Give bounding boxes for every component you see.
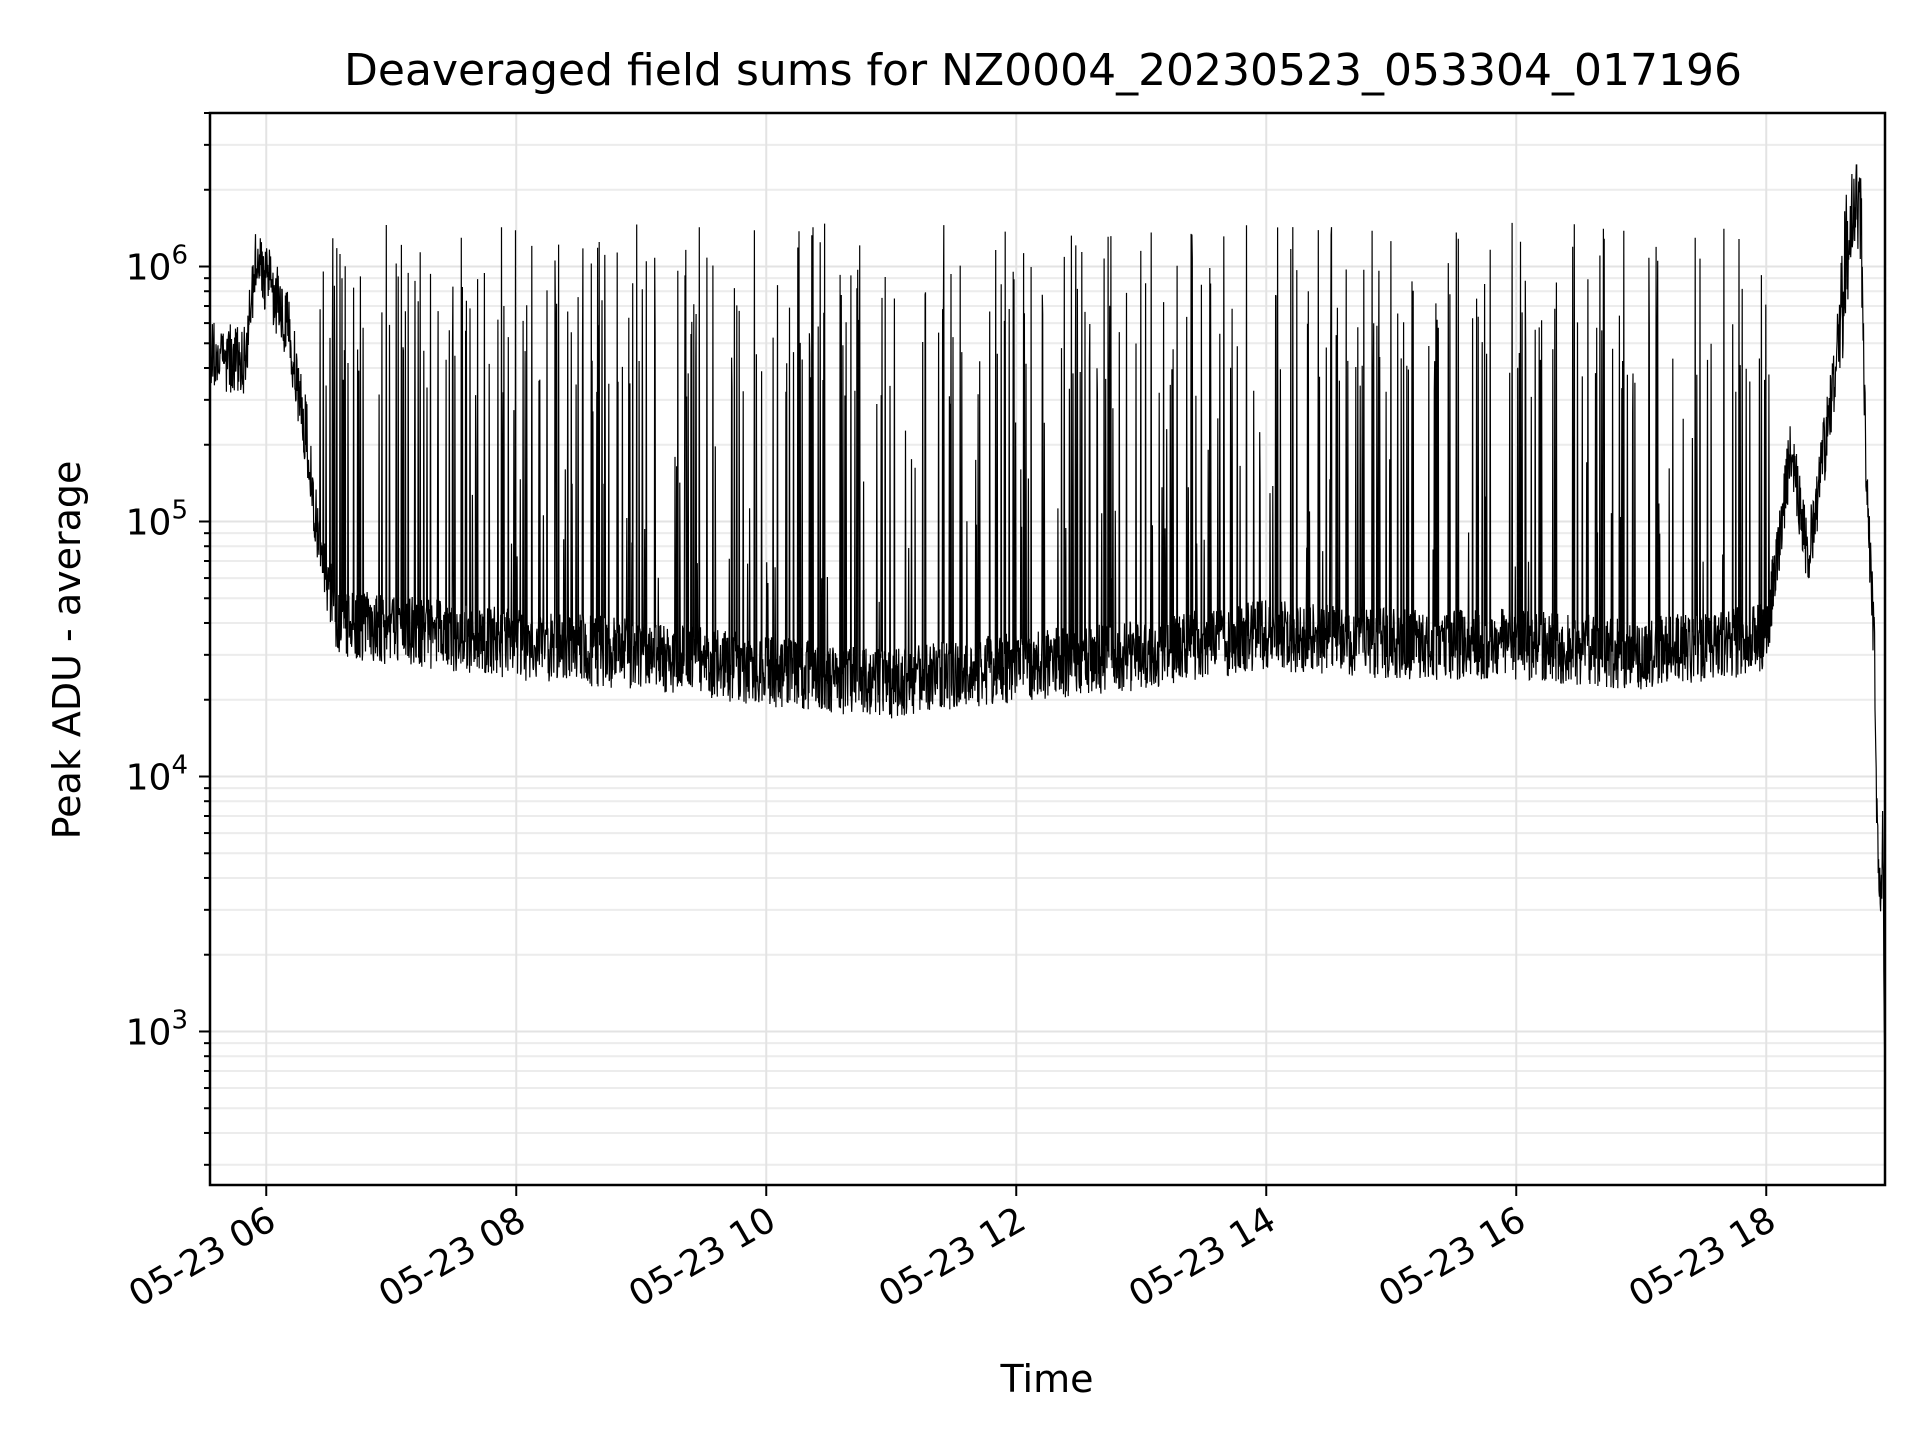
x-tick-label: 05-23 10	[622, 1199, 783, 1315]
x-tick-label: 05-23 08	[372, 1199, 533, 1315]
chart-title: Deaveraged field sums for NZ0004_2023052…	[344, 45, 1742, 96]
x-tick-label: 05-23 16	[1372, 1199, 1533, 1315]
axis-ticks: 103 104 105 106 05-23 06 05-23 08 05-23 10 05-2…	[122, 112, 1783, 1316]
y-tick-label: 103	[126, 1005, 188, 1053]
x-axis-label: Time	[1000, 1357, 1094, 1401]
y-axis-label: Peak ADU - average	[45, 461, 89, 840]
x-tick-label: 05-23 06	[122, 1199, 283, 1315]
x-tick-label: 05-23 18	[1622, 1199, 1783, 1315]
plot-frame	[208, 111, 1887, 1187]
data-series-line	[209, 164, 1886, 1139]
x-tick-label: 05-23 12	[872, 1199, 1033, 1315]
y-tick-label: 106	[126, 241, 188, 289]
y-tick-label: 104	[126, 750, 188, 798]
x-tick-label: 05-23 14	[1122, 1199, 1283, 1315]
y-tick-label: 105	[126, 496, 188, 544]
